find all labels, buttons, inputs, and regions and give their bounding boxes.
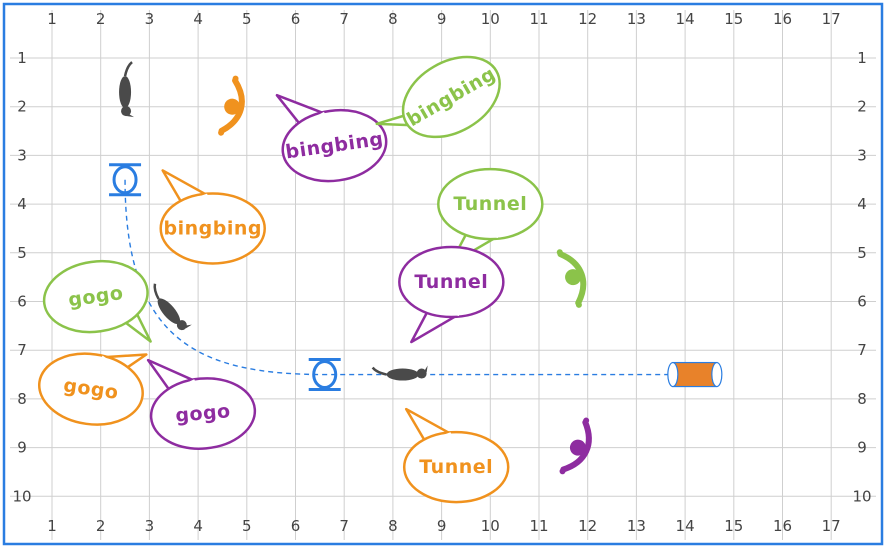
y-tick-label: 5 [17, 244, 27, 262]
y-tick-label: 5 [857, 244, 867, 262]
x-tick-label: 12 [578, 517, 597, 535]
x-tick-label: 2 [96, 10, 106, 28]
x-tick-label: 6 [291, 10, 301, 28]
y-tick-label: 3 [17, 146, 27, 164]
x-tick-label: 14 [676, 517, 695, 535]
y-tick-label: 6 [17, 293, 27, 311]
x-tick-label: 17 [822, 517, 841, 535]
x-tick-label: 16 [773, 10, 792, 28]
speech-bubble: bingbing [275, 93, 388, 183]
course-equipment [109, 163, 723, 392]
y-tick-label: 1 [857, 49, 867, 67]
x-tick-label: 3 [145, 10, 155, 28]
x-tick-label: 11 [529, 10, 548, 28]
x-tick-label: 7 [339, 10, 349, 28]
x-tick-label: 1 [47, 517, 57, 535]
speech-bubble-text: Tunnel [414, 271, 488, 293]
y-tick-label: 10 [12, 487, 31, 505]
dog-markers [119, 61, 428, 381]
x-tick-label: 15 [724, 517, 743, 535]
x-tick-label: 8 [388, 10, 398, 28]
speech-bubble: Tunnel [398, 245, 505, 344]
dog-silhouette [119, 61, 135, 118]
green-handler [556, 249, 587, 308]
y-tick-label: 8 [17, 390, 27, 408]
orange-handler [218, 75, 245, 136]
x-tick-label: 12 [578, 10, 597, 28]
y-tick-label: 10 [852, 487, 871, 505]
y-tick-label: 3 [857, 146, 867, 164]
x-tick-label: 2 [96, 517, 106, 535]
y-tick-label: 4 [17, 195, 27, 213]
x-tick-label: 7 [339, 517, 349, 535]
purple-handler [559, 417, 592, 475]
x-tick-label: 16 [773, 517, 792, 535]
x-tick-label: 13 [627, 517, 646, 535]
x-tick-label: 4 [193, 517, 203, 535]
y-tick-label: 8 [857, 390, 867, 408]
y-tick-label: 7 [17, 341, 27, 359]
x-tick-label: 15 [724, 10, 743, 28]
y-tick-label: 7 [857, 341, 867, 359]
x-tick-label: 5 [242, 10, 252, 28]
speech-bubble: gogo [146, 358, 257, 450]
speech-bubble: gogo [42, 259, 152, 343]
x-tick-label: 11 [529, 517, 548, 535]
y-tick-label: 2 [17, 98, 27, 116]
y-tick-label: 6 [857, 293, 867, 311]
dog-silhouette [153, 283, 192, 331]
y-tick-label: 9 [17, 439, 27, 457]
x-tick-label: 17 [822, 10, 841, 28]
x-tick-label: 10 [481, 517, 500, 535]
x-tick-label: 6 [291, 517, 301, 535]
dog-silhouette [371, 365, 428, 381]
speech-bubble: bingbing [159, 169, 266, 265]
y-tick-label: 4 [857, 195, 867, 213]
x-tick-label: 5 [242, 517, 252, 535]
speech-bubble-text: bingbing [163, 217, 261, 239]
speech-bubble: Tunnel [402, 407, 510, 504]
x-tick-label: 14 [676, 10, 695, 28]
grid-tick-labels: 1122334455667788991010111112121313141415… [12, 10, 871, 535]
speech-bubble-text: gogo [174, 400, 231, 427]
handler-markers [218, 75, 592, 475]
y-tick-label: 9 [857, 439, 867, 457]
x-tick-label: 10 [481, 10, 500, 28]
x-tick-label: 1 [47, 10, 57, 28]
x-tick-label: 13 [627, 10, 646, 28]
x-tick-label: 3 [145, 517, 155, 535]
speech-bubble: gogo [37, 352, 148, 426]
hoop-obstacle [308, 358, 341, 392]
speech-bubble-text: Tunnel [453, 193, 527, 215]
y-tick-label: 1 [17, 49, 27, 67]
x-tick-label: 8 [388, 517, 398, 535]
y-tick-label: 2 [857, 98, 867, 116]
hoop-obstacle [109, 163, 142, 197]
x-tick-label: 9 [437, 10, 447, 28]
x-tick-label: 9 [437, 517, 447, 535]
x-tick-label: 4 [193, 10, 203, 28]
speech-bubble-text: Tunnel [419, 456, 493, 478]
tunnel-obstacle [667, 361, 723, 388]
